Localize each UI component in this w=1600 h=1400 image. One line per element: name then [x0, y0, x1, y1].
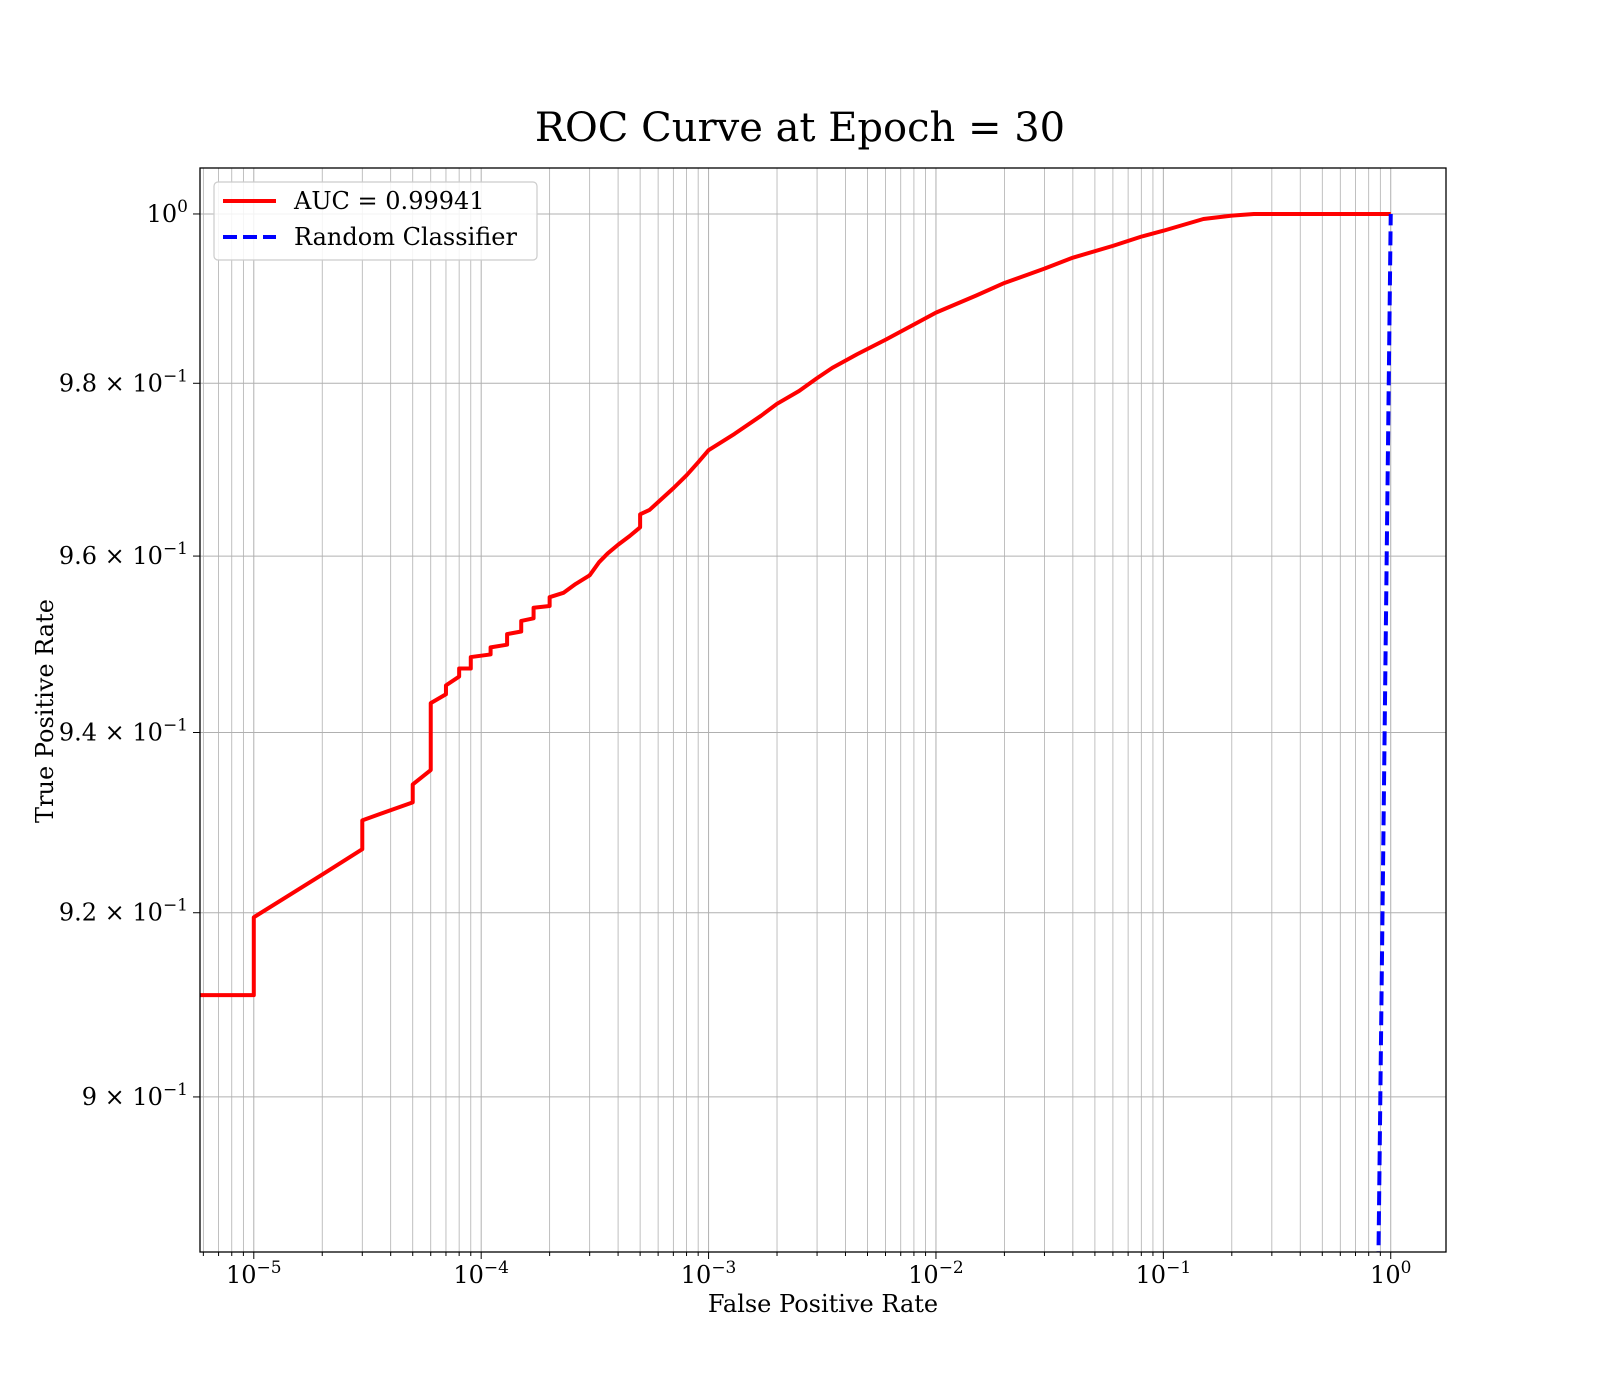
random-classifier-line [1376, 213, 1393, 1252]
legend-box [213, 181, 538, 261]
chart-title: ROC Curve at Epoch = 30 [534, 105, 1066, 151]
plot-area [200, 168, 1446, 1252]
y-tick-label: 9.4 × 10−1 [59, 716, 188, 747]
x-tick-label: 100 [1370, 1258, 1411, 1289]
y-tick-label: 9 × 10−1 [82, 1080, 188, 1111]
legend-label-auc: AUC = 0.99941 [293, 187, 485, 215]
x-tick-label: 10−4 [453, 1258, 509, 1289]
y-tick-label: 9.8 × 10−1 [59, 366, 188, 397]
y-axis-label: True Positive Rate [31, 599, 59, 823]
x-tick-label: 10−5 [226, 1258, 282, 1289]
y-tick-label: 100 [147, 197, 188, 228]
y-tick-label: 9.2 × 10−1 [59, 896, 188, 927]
plot-frame [199, 167, 1447, 1253]
x-tick-label: 10−2 [908, 1258, 964, 1289]
x-tick-label: 10−1 [1136, 1258, 1192, 1289]
x-axis-label: False Positive Rate [708, 1290, 938, 1318]
roc-curve-line [200, 211, 1391, 998]
legend-label-random: Random Classifier [294, 223, 517, 251]
series-layer [200, 211, 1393, 1252]
legend: AUC = 0.99941 Random Classifier [213, 181, 538, 261]
x-tick-label: 10−3 [681, 1258, 737, 1289]
tick-layer: 9 × 10−1 9.2 × 10−1 9.4 × 10−1 9.6 × 10−1 9.… [59, 197, 1412, 1289]
y-tick-label: 9.6 × 10−1 [59, 539, 188, 570]
